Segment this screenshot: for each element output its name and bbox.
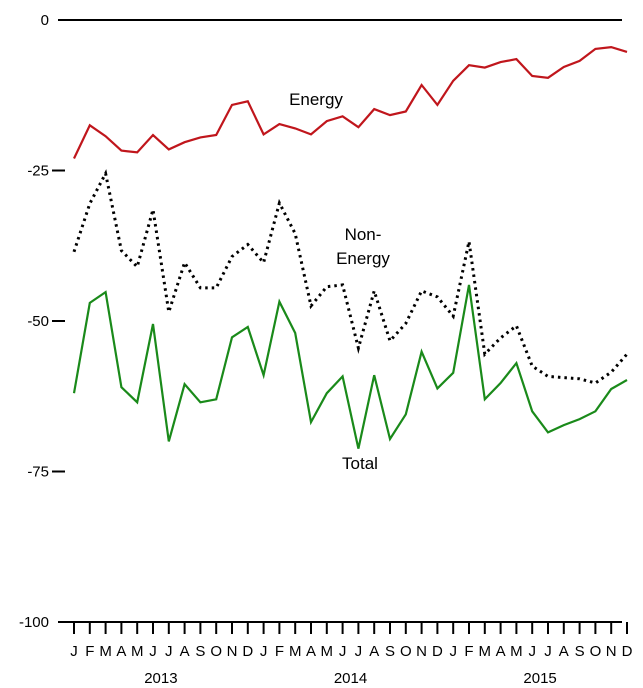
x-tick-label: A xyxy=(369,643,379,660)
x-tick-label: N xyxy=(227,643,238,660)
series-line xyxy=(72,284,628,449)
series-lines xyxy=(72,45,629,449)
x-tick-label: F xyxy=(275,643,284,660)
x-tick-label: O xyxy=(590,643,602,660)
year-label: 2014 xyxy=(334,670,367,687)
x-tick-label: A xyxy=(306,643,316,660)
x-tick-label: D xyxy=(242,643,253,660)
x-tick-label: J xyxy=(260,643,268,660)
x-tick-label: D xyxy=(432,643,443,660)
x-axis-ticks: J F M A M J J A S O N D J F M A M J J A S O N D J F M A M J J A S O N D2013… xyxy=(70,622,633,687)
x-tick-label: N xyxy=(416,643,427,660)
x-tick-label: S xyxy=(575,643,585,660)
series-annotation: Non-Energy xyxy=(336,225,390,268)
x-tick-label: A xyxy=(180,643,190,660)
x-tick-label: M xyxy=(510,643,523,660)
x-tick-label: J xyxy=(70,643,78,660)
x-tick-label: J xyxy=(149,643,157,660)
year-label: 2015 xyxy=(523,670,556,687)
x-tick-label: A xyxy=(559,643,569,660)
x-tick-label: O xyxy=(400,643,412,660)
x-tick-label: A xyxy=(116,643,126,660)
y-tick-label: -50 xyxy=(27,313,49,330)
x-tick-label: M xyxy=(289,643,302,660)
x-tick-label: J xyxy=(339,643,347,660)
series-annotations: Energy Non-Energy Total xyxy=(289,90,390,473)
series-annotation: Energy xyxy=(289,90,343,109)
x-tick-label: F xyxy=(85,643,94,660)
year-label: 2013 xyxy=(144,670,177,687)
series-line xyxy=(73,45,628,159)
series-line xyxy=(72,169,629,385)
axes xyxy=(58,19,622,623)
x-tick-label: J xyxy=(544,643,552,660)
x-tick-label: M xyxy=(479,643,492,660)
x-tick-label: J xyxy=(528,643,536,660)
x-tick-label: O xyxy=(210,643,222,660)
y-axis-ticks: 0 -25 -50 -75 -100 xyxy=(19,12,65,631)
y-tick-label: 0 xyxy=(41,12,49,29)
x-tick-label: J xyxy=(449,643,457,660)
x-tick-label: J xyxy=(165,643,173,660)
y-tick-label: -25 xyxy=(27,163,49,180)
x-tick-label: J xyxy=(355,643,363,660)
y-tick-label: -75 xyxy=(27,464,49,481)
x-tick-label: M xyxy=(131,643,144,660)
x-tick-label: S xyxy=(195,643,205,660)
x-tick-label: N xyxy=(606,643,617,660)
x-tick-label: A xyxy=(496,643,506,660)
x-tick-label: M xyxy=(99,643,112,660)
y-tick-label: -100 xyxy=(19,614,49,631)
x-tick-label: D xyxy=(622,643,633,660)
x-tick-label: M xyxy=(321,643,334,660)
series-annotation: Total xyxy=(342,454,378,473)
x-tick-label: S xyxy=(385,643,395,660)
x-tick-label: F xyxy=(464,643,473,660)
